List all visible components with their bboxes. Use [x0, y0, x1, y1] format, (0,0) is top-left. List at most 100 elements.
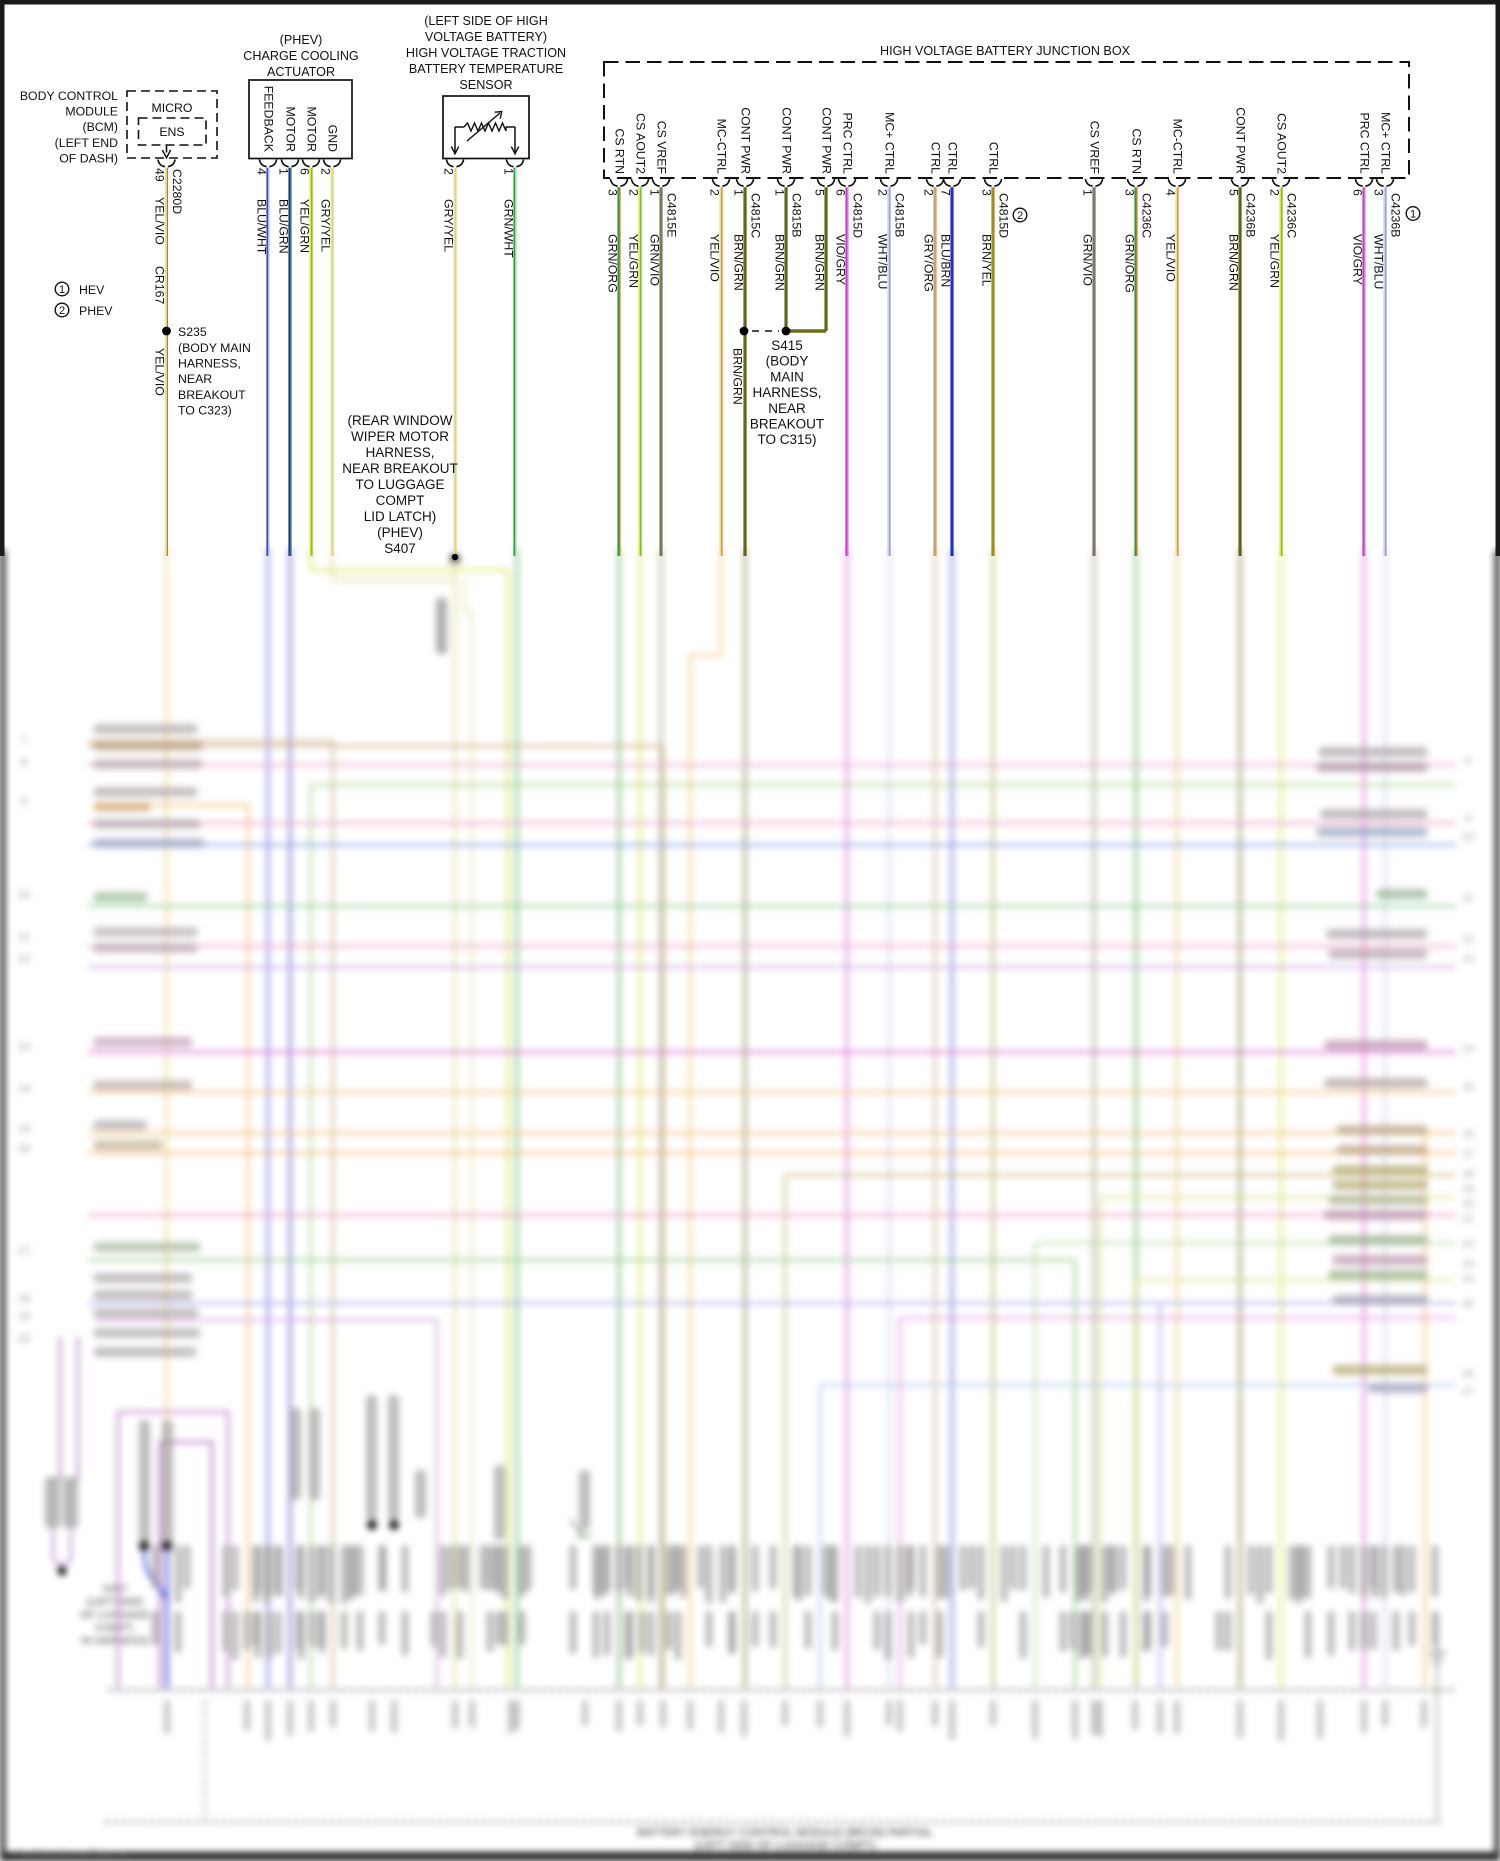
svg-text:13: 13	[18, 1041, 30, 1053]
svg-text:PHEV: PHEV	[79, 304, 113, 318]
svg-text:12: 12	[1462, 933, 1474, 945]
svg-text:23: 23	[1462, 1258, 1474, 1270]
svg-text:5: 5	[1227, 189, 1241, 196]
svg-text:BRN/YEL: BRN/YEL	[980, 234, 994, 287]
svg-text:MC+ CTRL: MC+ CTRL	[883, 112, 897, 174]
svg-text:10: 10	[18, 889, 30, 901]
svg-text:(REAR WINDOW: (REAR WINDOW	[348, 413, 453, 428]
svg-text:5: 5	[813, 189, 827, 196]
svg-text:YEL/GRN: YEL/GRN	[627, 234, 641, 288]
svg-text:9: 9	[1465, 813, 1471, 825]
svg-text:S407: S407	[384, 541, 416, 556]
svg-text:BRN/GRN: BRN/GRN	[773, 234, 787, 291]
svg-text:CS RTN: CS RTN	[1130, 128, 1144, 174]
svg-text:27: 27	[1462, 1386, 1474, 1398]
svg-text:IN HARNESS): IN HARNESS)	[81, 1635, 149, 1647]
svg-text:C4815B: C4815B	[893, 193, 907, 237]
svg-text:YEL/GRN: YEL/GRN	[298, 199, 312, 253]
svg-text:1: 1	[1410, 208, 1416, 220]
svg-text:2: 2	[1268, 189, 1282, 196]
svg-text:BRN/GRN: BRN/GRN	[1227, 234, 1241, 291]
svg-text:1: 1	[502, 168, 516, 175]
svg-text:CR167: CR167	[153, 266, 167, 304]
svg-text:(LEFT SIDE OF LUGGAGE COMPT): (LEFT SIDE OF LUGGAGE COMPT)	[694, 1840, 875, 1852]
svg-text:CS AOUT2: CS AOUT2	[634, 113, 648, 174]
svg-text:1: 1	[648, 189, 662, 196]
svg-text:2: 2	[876, 189, 890, 196]
svg-text:C4815D: C4815D	[851, 193, 865, 238]
svg-text:VIO/GRY: VIO/GRY	[834, 234, 848, 285]
svg-text:C4815C: C4815C	[749, 193, 763, 238]
svg-text:22: 22	[1462, 1238, 1474, 1250]
svg-text:24: 24	[1462, 1273, 1474, 1285]
svg-text:18: 18	[18, 1293, 30, 1305]
svg-text:BLU/BRN: BLU/BRN	[939, 234, 953, 287]
svg-text:NEAR BREAKOUT: NEAR BREAKOUT	[342, 461, 458, 476]
svg-text:15: 15	[18, 1123, 30, 1135]
svg-text:BLU/WHT: BLU/WHT	[255, 199, 269, 255]
svg-text:BATTERY TEMPERATURE: BATTERY TEMPERATURE	[409, 62, 563, 76]
svg-text:MC-CTRL: MC-CTRL	[715, 119, 729, 174]
svg-text:CONT PWR: CONT PWR	[1234, 107, 1248, 174]
svg-text:10: 10	[1462, 831, 1474, 843]
svg-text:C4236B: C4236B	[1389, 193, 1403, 237]
svg-text:2: 2	[708, 189, 722, 196]
svg-text:YEL/VIO: YEL/VIO	[153, 348, 167, 396]
svg-text:19: 19	[1462, 1183, 1474, 1195]
svg-text:C4236C: C4236C	[1140, 193, 1154, 238]
svg-text:BRN/GRN: BRN/GRN	[731, 348, 745, 405]
svg-text:2: 2	[922, 189, 936, 196]
svg-text:21: 21	[1462, 1213, 1474, 1225]
svg-text:49: 49	[153, 168, 167, 182]
svg-text:HEV: HEV	[79, 283, 105, 297]
svg-text:1: 1	[732, 189, 746, 196]
svg-text:CS VREF: CS VREF	[655, 121, 669, 175]
svg-text:C4236B: C4236B	[1244, 193, 1258, 237]
svg-text:25: 25	[1462, 1298, 1474, 1310]
svg-text:HARNESS,: HARNESS,	[178, 357, 241, 371]
svg-text:BREAKOUT: BREAKOUT	[750, 417, 824, 432]
svg-text:MOTOR: MOTOR	[305, 106, 319, 152]
svg-text:TO C323): TO C323)	[178, 403, 232, 417]
svg-text:CONT PWR: CONT PWR	[820, 107, 834, 174]
svg-text:HARNESS,: HARNESS,	[752, 385, 821, 400]
svg-text:ACTUATOR: ACTUATOR	[267, 65, 335, 79]
svg-text:9: 9	[21, 796, 27, 808]
svg-text:C2280D: C2280D	[170, 169, 184, 214]
svg-text:4: 4	[255, 168, 269, 175]
svg-text:4: 4	[1164, 189, 1178, 196]
svg-text:CTRL: CTRL	[987, 142, 1001, 174]
svg-text:8: 8	[1465, 755, 1471, 767]
svg-text:3: 3	[1123, 189, 1137, 196]
svg-text:(LEFT SIDE: (LEFT SIDE	[87, 1596, 143, 1608]
svg-text:HIGH VOLTAGE BATTERY JUNCTION: HIGH VOLTAGE BATTERY JUNCTION BOX	[880, 44, 1131, 58]
svg-text:NEAR: NEAR	[178, 372, 212, 386]
svg-text:NEAR: NEAR	[768, 401, 806, 416]
svg-text:WIPER MOTOR: WIPER MOTOR	[351, 429, 449, 444]
svg-text:16: 16	[1462, 1128, 1474, 1140]
svg-text:BLU/GRN: BLU/GRN	[277, 199, 291, 254]
svg-text:C4815E: C4815E	[665, 193, 679, 237]
svg-text:GRN/VIO: GRN/VIO	[648, 234, 662, 286]
svg-text:11: 11	[1463, 892, 1474, 904]
svg-text:CHARGE COOLING: CHARGE COOLING	[243, 49, 358, 63]
svg-text:MOTOR: MOTOR	[284, 106, 298, 152]
svg-text:13: 13	[1462, 953, 1474, 965]
svg-text:SENSOR: SENSOR	[459, 78, 512, 92]
svg-text:GRY/YEL: GRY/YEL	[442, 199, 456, 252]
svg-text:troublecodesandfixes.net: troublecodesandfixes.net	[18, 1849, 129, 1860]
svg-text:VIO/GRY: VIO/GRY	[1351, 234, 1365, 285]
svg-text:CONT PWR: CONT PWR	[780, 107, 794, 174]
svg-text:17: 17	[1462, 1148, 1474, 1160]
svg-text:GRY/ORG: GRY/ORG	[922, 234, 936, 292]
svg-text:YEL/GRN: YEL/GRN	[1268, 234, 1282, 288]
svg-text:YEL/VIO: YEL/VIO	[1164, 234, 1178, 282]
svg-text:1: 1	[59, 284, 65, 296]
svg-text:S467: S467	[103, 1583, 128, 1595]
svg-text:2: 2	[59, 305, 65, 317]
svg-text:OF DASH): OF DASH)	[59, 151, 118, 165]
svg-text:TO LUGGAGE: TO LUGGAGE	[355, 477, 444, 492]
svg-text:15: 15	[1462, 1081, 1474, 1093]
svg-text:6: 6	[1351, 189, 1365, 196]
svg-text:GND: GND	[326, 125, 340, 152]
